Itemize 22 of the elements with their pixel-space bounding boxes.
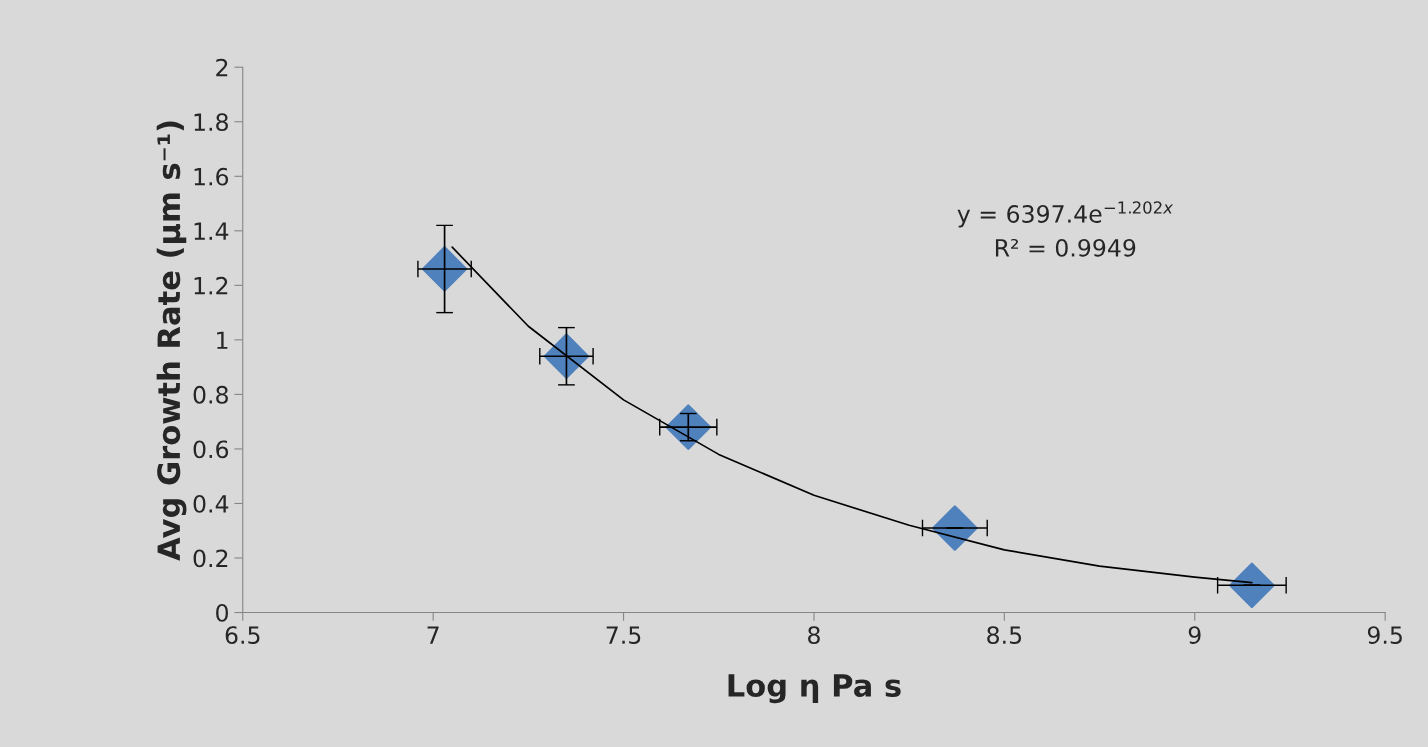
y-tick-label: 0.4	[193, 494, 229, 513]
y-tick-label: 1	[217, 331, 228, 349]
x-tick-label: 9.5	[1367, 626, 1402, 645]
x-tick-label: 9	[1188, 626, 1201, 645]
x-tick-label: 8	[808, 626, 820, 645]
y-tick-label: 1.4	[194, 222, 229, 240]
y-tick-label: 0	[216, 603, 228, 622]
annotation: y = 6397.4e$^{−1.202x}$	[957, 201, 1174, 228]
y-tick-label: 1.6	[194, 167, 229, 186]
y-tick-label: 2	[216, 58, 228, 77]
y-tick-label: 1.2	[194, 276, 228, 295]
x-tick-label: 7.5	[606, 626, 641, 645]
y-tick-label: 1.8	[194, 113, 228, 132]
y-tick-label: 0.2	[193, 549, 228, 568]
y-tick-label: 0.8	[193, 385, 228, 404]
y-axis-title: Avg Growth Rate (µm s⁻¹)	[156, 121, 187, 561]
y-tick-label: 0.6	[193, 440, 229, 459]
x-axis-title: Log η Pa s	[728, 674, 901, 704]
annotation: R² = 0.9949	[995, 238, 1136, 257]
x-tick-label: 6.5	[225, 626, 260, 645]
x-tick-label: 7	[427, 626, 439, 644]
x-tick-label: 8.5	[987, 626, 1022, 645]
